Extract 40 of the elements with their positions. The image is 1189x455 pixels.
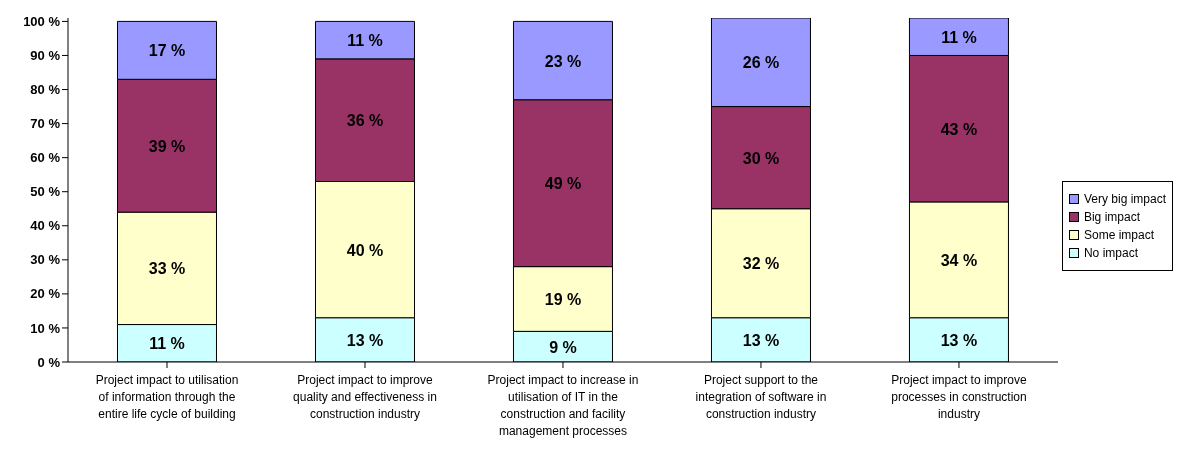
data-label: 40 % bbox=[346, 241, 384, 259]
data-label: 11 % bbox=[941, 28, 977, 46]
data-label: 34 % bbox=[940, 251, 978, 269]
data-label: 19 % bbox=[544, 290, 582, 308]
legend-label: No impact bbox=[1083, 246, 1138, 260]
y-tick-label: 90 % bbox=[30, 48, 61, 64]
data-label: 11 % bbox=[149, 335, 185, 353]
y-tick-label: 40 % bbox=[30, 218, 61, 234]
y-tick-label: 0 % bbox=[37, 354, 61, 370]
y-tick-label: 100 % bbox=[23, 14, 61, 30]
data-label: 23 % bbox=[544, 52, 582, 70]
legend-label: Very big impact bbox=[1083, 192, 1166, 206]
data-label: 11 % bbox=[347, 32, 383, 50]
y-tick-label: 70 % bbox=[30, 116, 61, 132]
data-label: 17 % bbox=[148, 42, 186, 60]
legend-label: Big impact bbox=[1083, 210, 1140, 224]
x-tick-label: Project impact to improve processes in construction industry bbox=[891, 373, 1027, 421]
x-tick-label: Project impact to increase in utilisation of IT in the construction and facility management processes bbox=[487, 373, 639, 438]
data-label: 13 % bbox=[940, 331, 978, 349]
x-tick-label: Project impact to improve quality and effectiveness in construction industry bbox=[293, 373, 437, 421]
data-label: 36 % bbox=[346, 112, 384, 130]
data-label: 32 % bbox=[742, 255, 780, 273]
data-label: 49 % bbox=[544, 175, 582, 193]
y-tick-label: 60 % bbox=[30, 150, 61, 166]
data-label: 33 % bbox=[148, 260, 186, 278]
y-tick-label: 80 % bbox=[30, 82, 61, 98]
y-tick-label: 30 % bbox=[30, 252, 61, 268]
data-label: 30 % bbox=[742, 149, 780, 167]
data-label: 9 % bbox=[549, 338, 577, 356]
data-label: 13 % bbox=[346, 331, 384, 349]
data-label: 13 % bbox=[742, 331, 780, 349]
data-label: 43 % bbox=[940, 120, 978, 138]
data-label: 39 % bbox=[148, 137, 186, 155]
x-tick-label: Project support to the integration of software in construction industry bbox=[695, 373, 827, 421]
data-label: 26 % bbox=[742, 54, 780, 72]
y-tick-label: 50 % bbox=[30, 184, 61, 200]
x-tick-label: Project impact to utilisation of information through the entire life cycle of building bbox=[95, 373, 239, 421]
y-tick-label: 20 % bbox=[30, 286, 61, 302]
legend-label: Some impact bbox=[1083, 228, 1154, 242]
y-tick-label: 10 % bbox=[30, 320, 61, 336]
